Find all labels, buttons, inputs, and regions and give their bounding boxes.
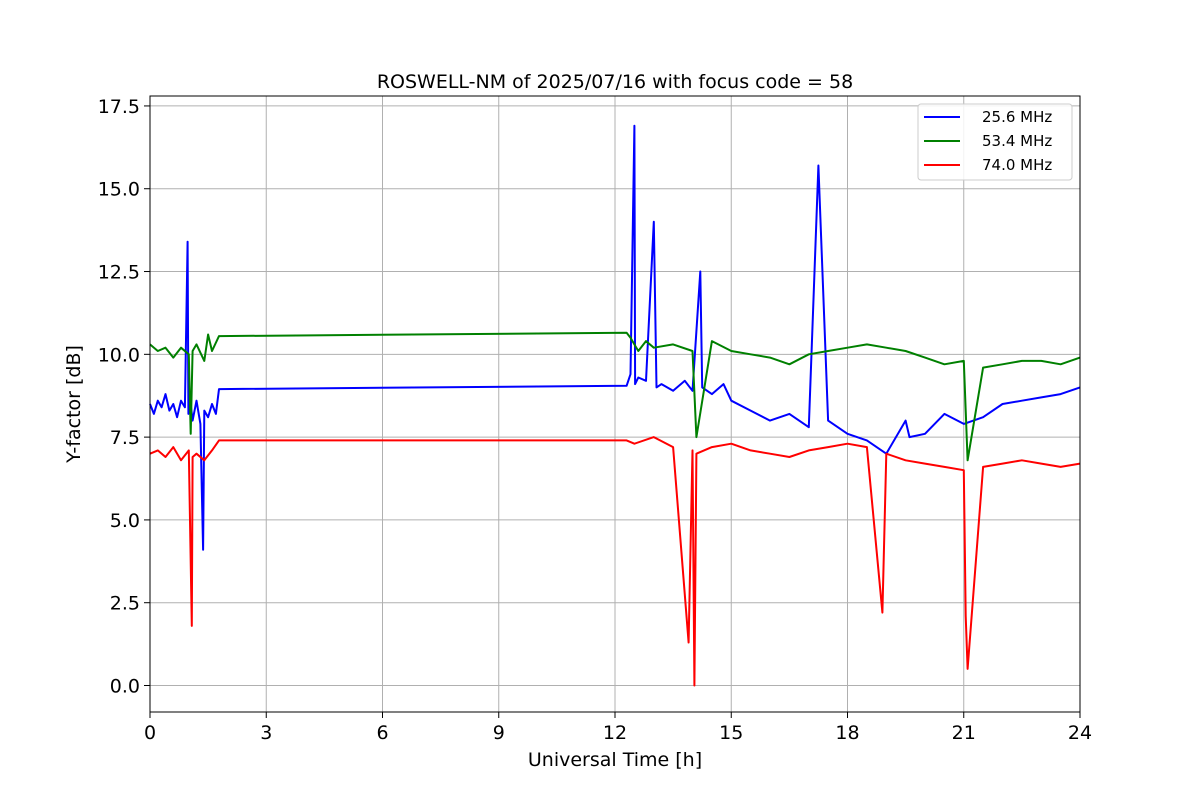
chart-title: ROSWELL-NM of 2025/07/16 with focus code…: [377, 71, 853, 93]
x-tick-label: 24: [1068, 722, 1092, 744]
x-axis-label: Universal Time [h]: [528, 749, 702, 771]
y-tick-label: 2.5: [110, 593, 140, 615]
x-axis: 0 3 6 9 12 15 18 21 24: [144, 712, 1092, 744]
y-tick-label: 17.5: [98, 96, 140, 118]
x-tick-label: 6: [376, 722, 388, 744]
y-axis-label: Y-factor [dB]: [63, 345, 85, 464]
y-tick-label: 0.0: [110, 676, 140, 698]
x-tick-label: 18: [835, 722, 859, 744]
legend: 25.6 MHz 53.4 MHz 74.0 MHz: [917, 103, 1073, 181]
x-tick-label: 9: [493, 722, 505, 744]
legend-box: [917, 103, 1073, 181]
legend-entry: 74.0 MHz: [982, 156, 1052, 174]
y-tick-label: 12.5: [98, 262, 140, 284]
y-tick-label: 15.0: [98, 179, 140, 201]
series-lines: [149, 124, 1081, 687]
x-tick-label: 15: [719, 722, 743, 744]
y-axis: 0.0 2.5 5.0 7.5 10.0 12.5 15.0 17.5: [98, 96, 150, 698]
legend-entry: 53.4 MHz: [982, 132, 1052, 150]
x-tick-label: 21: [952, 722, 976, 744]
series-line-1: [149, 124, 1081, 551]
x-tick-label: 3: [260, 722, 272, 744]
x-tick-label: 12: [603, 722, 627, 744]
legend-entry: 25.6 MHz: [982, 108, 1052, 126]
x-tick-label: 0: [144, 722, 156, 744]
y-tick-label: 10.0: [98, 344, 140, 366]
grid: [149, 96, 1081, 712]
series-line-2: [149, 331, 1081, 462]
y-tick-label: 5.0: [110, 510, 140, 532]
series-line-3: [149, 436, 1081, 687]
y-tick-label: 7.5: [110, 427, 140, 449]
